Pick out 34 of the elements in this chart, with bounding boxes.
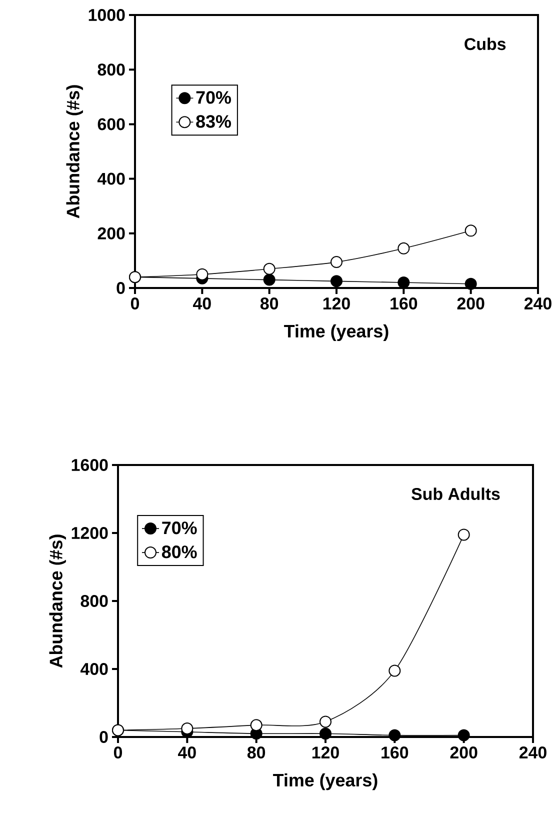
legend-label: 80%	[162, 546, 197, 558]
x-tick-label: 160	[382, 746, 408, 759]
y-axis-title: Abundance (#s)	[66, 85, 83, 218]
legend-label: 70%	[196, 91, 231, 104]
y-tick-label: 200	[98, 227, 125, 240]
x-axis-title: Time (years)	[273, 773, 378, 790]
y-tick-label: 0	[116, 282, 125, 294]
y-tick-label: 400	[80, 663, 108, 675]
x-tick-label: 240	[524, 298, 552, 310]
y-tick-label: 0	[100, 731, 108, 743]
text: Cubs	[464, 38, 506, 50]
y-tick-label: 1000	[88, 8, 125, 21]
y-tick-label: 400	[97, 172, 125, 185]
x-tick-label: 120	[312, 746, 339, 759]
x-tick-label: 200	[450, 746, 478, 759]
x-tick-label: 120	[323, 298, 350, 310]
x-axis-title: Time (years)	[284, 324, 388, 342]
x-tick-label: 200	[457, 298, 484, 310]
y-tick-label: 800	[98, 64, 125, 76]
legend-label: 83%	[196, 115, 231, 128]
legend-label: 70%	[162, 522, 197, 534]
y-tick-label: 1600	[72, 459, 108, 471]
x-tick-label: 40	[193, 298, 211, 310]
x-tick-label: 240	[519, 746, 546, 759]
x-tick-label: 160	[390, 298, 418, 310]
text: Sub Adults	[412, 488, 500, 500]
x-tick-label: 0	[130, 298, 140, 310]
y-axis-title: Abundance (#s)	[49, 534, 66, 668]
y-tick-label: 1200	[72, 527, 108, 539]
x-tick-label: 40	[178, 746, 196, 759]
x-tick-label: 80	[247, 746, 266, 759]
y-tick-label: 600	[98, 118, 125, 130]
y-tick-label: 800	[80, 595, 108, 607]
x-tick-label: 80	[260, 298, 278, 310]
